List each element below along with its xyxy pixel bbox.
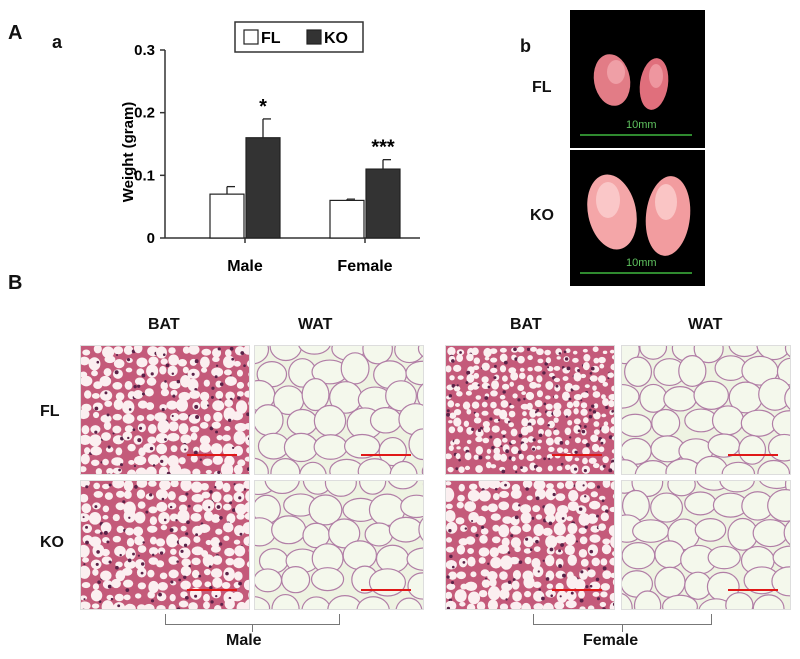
- subpanel-label-a: a: [52, 32, 63, 52]
- group-label-female: Female: [583, 632, 639, 649]
- histology-wat-female-ko: [621, 480, 791, 610]
- histology-bat-male-fl: [80, 345, 250, 475]
- histology-wat-male-fl: [254, 345, 424, 475]
- chart-legend: FL KO: [234, 21, 364, 53]
- histo-col-bat-female: BAT: [510, 316, 542, 333]
- histology-wat-male-ko: [254, 480, 424, 610]
- scale-bar-h-wat-f-fl: [728, 454, 778, 456]
- scale-bar-h-wat-m-ko: [361, 589, 411, 591]
- legend-label-ko: KO: [324, 30, 348, 47]
- category-label-male: Male: [227, 258, 263, 275]
- bar-fl-female: [329, 199, 365, 239]
- histology-bat-female-fl: [445, 345, 615, 475]
- tissue-photo-ko: 10mm: [570, 150, 705, 286]
- scale-bar-h-bat-f-ko: [552, 589, 602, 591]
- scale-label-ko: 10mm: [626, 257, 657, 269]
- scale-bar-h-bat-m-fl: [187, 454, 237, 456]
- legend-label-fl: FL: [261, 30, 281, 47]
- chart-axes: 0 0.1 0.2 0.3 Male Female: [134, 42, 420, 275]
- y-tick-label-3: 0.3: [134, 42, 155, 59]
- scale-bar-h-bat-f-fl: [552, 454, 602, 456]
- histo-col-wat-female: WAT: [688, 316, 723, 333]
- bracket-stem-male: [252, 624, 253, 632]
- scale-bar-fl: [580, 134, 692, 136]
- tissue-photo-fl: 10mm: [570, 10, 705, 148]
- photo-row-label-ko: KO: [530, 207, 554, 224]
- histo-row-label-ko: KO: [40, 534, 64, 551]
- histo-row-label-fl: FL: [40, 403, 60, 420]
- bracket-stem-female: [622, 624, 623, 632]
- y-axis-label: Weight (gram): [120, 102, 137, 203]
- panel-label-b: B: [8, 272, 23, 294]
- legend-swatch-fl: [243, 29, 259, 45]
- histology-bat-male-ko: [80, 480, 250, 610]
- histo-col-bat-male: BAT: [148, 316, 180, 333]
- bar-ko-male: [245, 137, 281, 239]
- chart-bars: ****: [209, 96, 401, 239]
- histology-wat-female-fl: [621, 345, 791, 475]
- photo-row-label-fl: FL: [532, 79, 552, 96]
- histo-col-wat-male: WAT: [298, 316, 333, 333]
- scale-label-fl: 10mm: [626, 119, 657, 131]
- category-label-female: Female: [337, 258, 392, 275]
- legend-swatch-ko: [306, 29, 322, 45]
- y-tick-label-1: 0.1: [134, 167, 155, 184]
- scale-bar-h-wat-m-fl: [361, 454, 411, 456]
- subpanel-label-b: b: [520, 36, 531, 56]
- histology-bat-female-ko: [445, 480, 615, 610]
- bar-ko-female: [365, 168, 401, 239]
- significance-male: *: [259, 96, 267, 118]
- scale-bar-h-bat-m-ko: [187, 589, 237, 591]
- significance-female: ***: [371, 137, 395, 159]
- panel-label-a: A: [8, 22, 23, 44]
- y-tick-label-2: 0.2: [134, 105, 155, 122]
- bar-fl-male: [209, 193, 245, 239]
- scale-bar-ko: [580, 272, 692, 274]
- y-tick-label-0: 0: [147, 230, 155, 247]
- group-label-male: Male: [226, 632, 262, 649]
- scale-bar-h-wat-f-ko: [728, 589, 778, 591]
